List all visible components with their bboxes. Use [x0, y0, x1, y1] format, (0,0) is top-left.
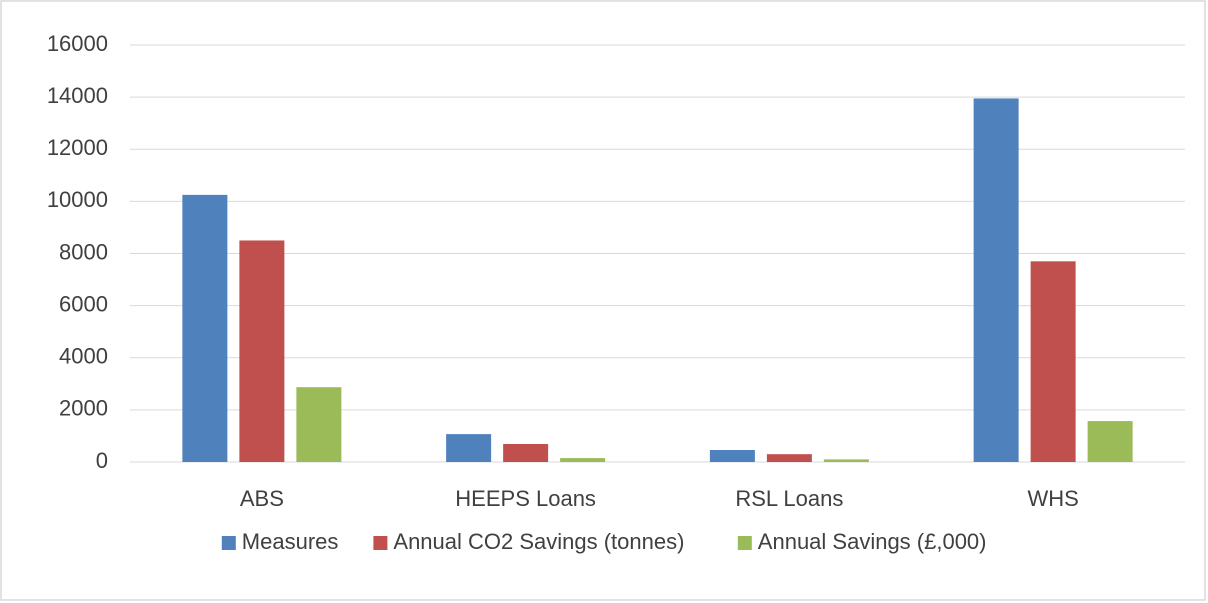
x-tick-label: ABS — [240, 486, 284, 511]
legend-swatch — [737, 536, 752, 550]
bar — [446, 434, 492, 462]
x-tick-label: WHS — [1027, 486, 1078, 511]
legend-swatch — [373, 536, 388, 550]
y-tick-label: 14000 — [47, 83, 108, 108]
legend-label: Annual CO2 Savings (tonnes) — [393, 529, 684, 554]
bar — [560, 458, 606, 462]
bar — [503, 444, 549, 462]
y-tick-label: 10000 — [47, 187, 108, 212]
y-tick-label: 16000 — [47, 31, 108, 56]
y-tick-label: 2000 — [59, 396, 108, 421]
bar — [766, 454, 812, 462]
y-tick-label: 4000 — [59, 344, 108, 369]
y-tick-label: 0 — [96, 448, 108, 473]
x-tick-label: HEEPS Loans — [455, 486, 596, 511]
bar — [239, 240, 285, 462]
bar — [1087, 421, 1133, 462]
legend-label: Annual Savings (£,000) — [758, 529, 987, 554]
bar — [973, 98, 1019, 462]
bar — [823, 459, 869, 462]
y-tick-label: 8000 — [59, 239, 108, 264]
bar — [709, 450, 755, 462]
bar — [1030, 261, 1076, 462]
legend-label: Measures — [242, 529, 339, 554]
bar — [296, 387, 342, 462]
y-tick-label: 6000 — [59, 291, 108, 316]
legend-swatch — [221, 536, 236, 550]
y-tick-label: 12000 — [47, 135, 108, 160]
x-tick-label: RSL Loans — [735, 486, 843, 511]
bar — [182, 194, 228, 462]
